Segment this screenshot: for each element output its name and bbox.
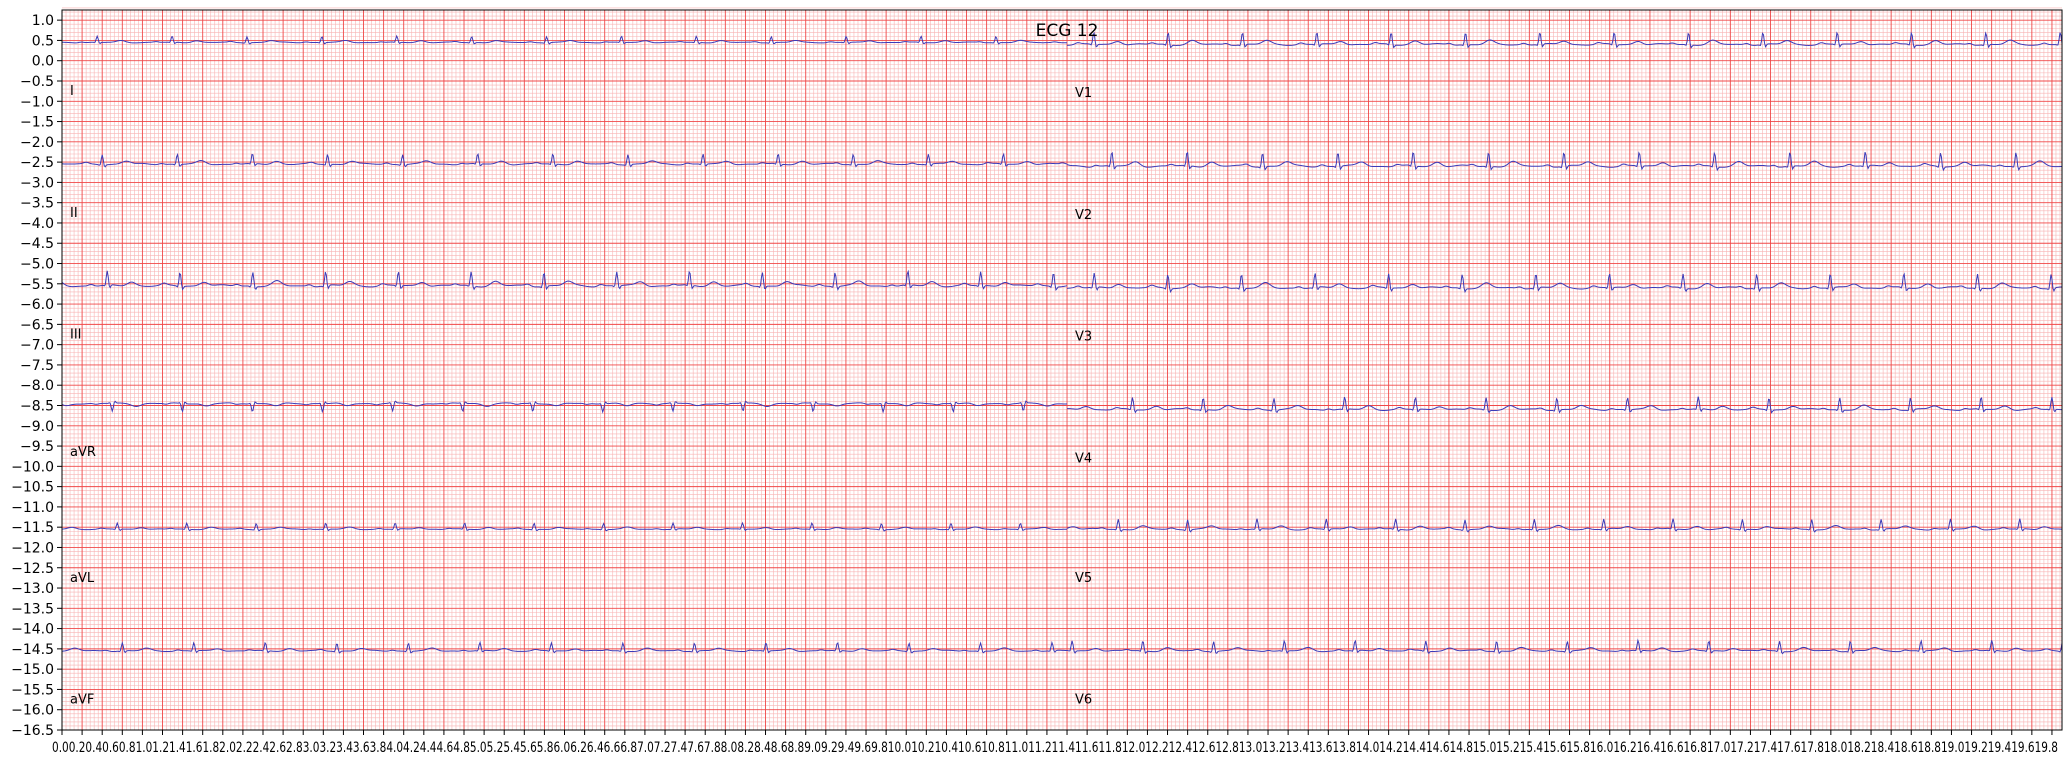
- trace-ii: [61, 152, 1068, 168]
- y-tick-label: −2.0: [20, 135, 54, 151]
- y-tick-label: −7.0: [20, 338, 54, 354]
- y-tick-label: −4.5: [20, 236, 54, 252]
- y-tick-label: −16.5: [11, 723, 54, 739]
- y-tick-label: −3.5: [20, 196, 54, 212]
- lead-label-ii: II: [70, 206, 78, 221]
- lead-label-v5: V5: [1075, 571, 1092, 586]
- y-tick-label: 0.5: [32, 33, 54, 49]
- y-tick-label: −14.0: [11, 622, 54, 638]
- plot-area: [62, 10, 2062, 730]
- y-tick-label: −4.0: [20, 216, 54, 232]
- y-tick-label: −16.0: [11, 703, 54, 719]
- trace-v5: [1066, 518, 2063, 533]
- y-tick-label: −3.0: [20, 175, 54, 191]
- y-tick-label: −10.5: [11, 480, 54, 496]
- lead-label-v2: V2: [1075, 208, 1092, 223]
- lead-label-v6: V6: [1075, 693, 1092, 708]
- y-tick-label: −8.5: [20, 398, 54, 414]
- y-tick-label: −13.5: [11, 601, 54, 617]
- y-tick-label: −2.5: [20, 155, 54, 171]
- y-tick-label: −6.5: [20, 317, 54, 333]
- lead-label-v3: V3: [1075, 330, 1092, 345]
- y-tick-label: −5.0: [20, 257, 54, 273]
- y-tick-label: −9.0: [20, 419, 54, 435]
- y-tick-label: −1.0: [20, 94, 54, 110]
- lead-label-i: I: [70, 84, 74, 99]
- trace-v3: [1066, 272, 2063, 294]
- trace-v4: [1067, 396, 2063, 414]
- plot-background: [62, 10, 2062, 730]
- lead-label-avr: aVR: [70, 445, 96, 460]
- lead-label-avl: aVL: [70, 571, 95, 586]
- x-tick-labels: 0.00.20.40.60.81.01.21.41.61.82.02.22.42…: [52, 740, 2058, 756]
- y-tick-label: −14.5: [11, 642, 54, 658]
- y-tick-label: −15.5: [11, 682, 54, 698]
- ecg-traces: [61, 31, 2063, 655]
- trace-avr: [61, 400, 1068, 414]
- chart-title: ECG 12: [1036, 21, 1099, 41]
- y-tick-label: −11.5: [11, 520, 54, 536]
- y-tick-label: −12.5: [11, 561, 54, 577]
- lead-label-iii: III: [70, 328, 82, 343]
- y-tick-label: −9.5: [20, 439, 54, 455]
- y-tick-label: −0.5: [20, 74, 54, 90]
- y-tick-label: −1.5: [20, 115, 54, 131]
- y-tick-label: −5.5: [20, 277, 54, 293]
- y-tick-label: −7.5: [20, 358, 54, 374]
- y-tick-label: −13.0: [11, 581, 54, 597]
- trace-v2: [1066, 151, 2063, 172]
- y-tick-label: −15.0: [11, 662, 54, 678]
- y-tick-label: −10.0: [11, 459, 54, 475]
- trace-avl: [61, 521, 1068, 532]
- axes: 1.0 0.5 0.0 −0.5 −1.0 −1.5 −2.0 −2.5 −3.0 −3.5 −4.…: [11, 9, 2063, 756]
- trace-iii: [61, 269, 1068, 292]
- trace-v1: [1067, 31, 2063, 49]
- y-tick-label: 1.0: [32, 13, 54, 29]
- lead-label-v4: V4: [1075, 451, 1092, 466]
- trace-v6: [1066, 638, 2063, 655]
- y-tick-label: −11.0: [11, 500, 54, 516]
- trace-avf: [61, 640, 1068, 654]
- axes-frame: [61, 9, 2063, 731]
- y-tick-label: −6.0: [20, 297, 54, 313]
- lead-label-v1: V1: [1075, 86, 1092, 101]
- y-tick-label: 0.0: [32, 54, 54, 70]
- y-tick-label: −12.0: [11, 540, 54, 556]
- minor-grid-lines: [62, 7, 2062, 730]
- minor-grid: [62, 7, 2062, 730]
- y-tick-label: −8.0: [20, 378, 54, 394]
- trace-i: [61, 34, 1068, 45]
- lead-label-avf: aVF: [70, 693, 94, 708]
